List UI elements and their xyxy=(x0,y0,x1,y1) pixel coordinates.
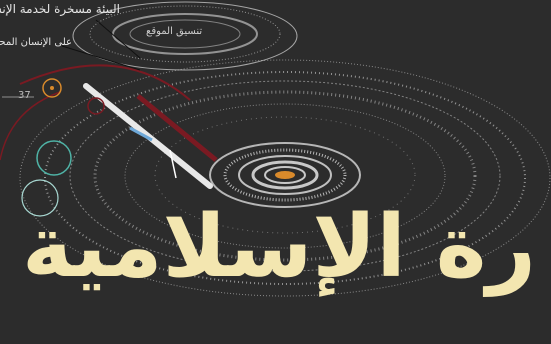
slide-title: رة الإسلامية xyxy=(21,197,537,297)
marker-teal-light xyxy=(21,179,59,217)
white-bar xyxy=(83,83,213,189)
orbit-rings xyxy=(19,59,551,297)
connector-line xyxy=(61,45,141,71)
red-bar xyxy=(136,94,218,162)
red-arc xyxy=(19,64,191,101)
connector-line xyxy=(95,19,141,59)
connector-line xyxy=(169,149,177,179)
upper-rings xyxy=(72,1,298,71)
marker-orange-dot xyxy=(50,86,54,90)
marker-teal xyxy=(36,140,72,176)
heading-line-1: البيئة مسخرة لخدمة الإنسان xyxy=(0,2,120,16)
orbit-core xyxy=(275,171,295,179)
inner-label: تنسيق الموقع xyxy=(146,26,203,37)
number-label: 37 xyxy=(18,90,31,101)
red-arc-left xyxy=(0,91,61,161)
marker-orange xyxy=(42,78,62,98)
blue-mark xyxy=(129,126,153,142)
marker-red xyxy=(87,97,105,115)
heading-line-2: على الإنسان المحافظة xyxy=(0,37,72,48)
